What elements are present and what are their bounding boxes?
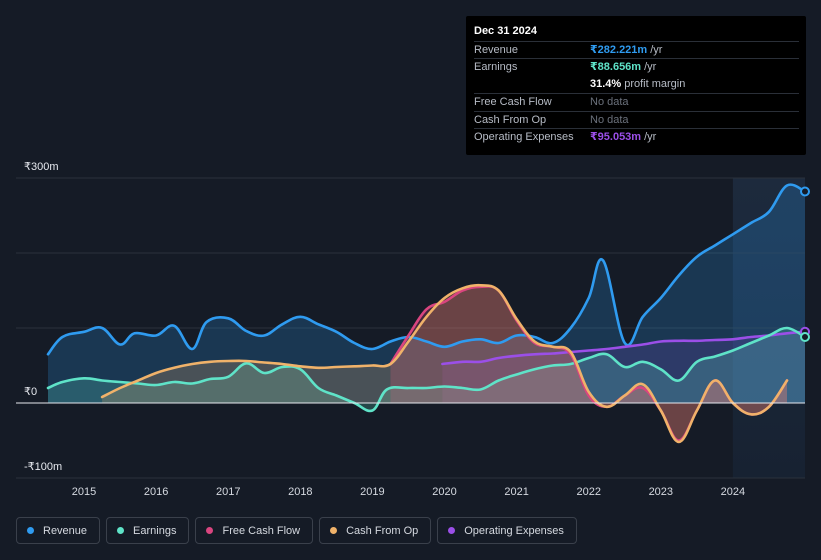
area-free-cash-flow bbox=[390, 286, 787, 441]
legend-item-earnings[interactable]: Earnings bbox=[106, 517, 190, 544]
line-operating-expenses bbox=[441, 330, 807, 366]
series-lines bbox=[46, 183, 807, 444]
tooltip-row-earnings: Earnings ₹88.656m /yr bbox=[474, 58, 799, 75]
tooltip-value: ₹282.221m bbox=[590, 44, 648, 56]
tooltip-value: No data bbox=[590, 113, 629, 126]
legend-item-revenue[interactable]: Revenue bbox=[16, 517, 101, 544]
y-tick-label-zero: ₹0 bbox=[24, 386, 37, 398]
tooltip-unit: profit margin bbox=[624, 77, 686, 90]
y-tick-label-bottom: -₹100m bbox=[24, 461, 62, 473]
legend-dot-icon bbox=[206, 527, 214, 534]
x-tick-label-2016: 2016 bbox=[144, 486, 168, 498]
x-tick-label-2020: 2020 bbox=[432, 486, 456, 498]
tooltip-row-operating-expenses: Operating Expenses ₹95.053m /yr bbox=[474, 127, 799, 145]
tooltip-row-cash-from-op: Cash From Op No data bbox=[474, 110, 799, 128]
series-endpoints bbox=[16, 186, 810, 404]
endpoint-revenue bbox=[800, 186, 810, 197]
legend-label: Cash From Op bbox=[346, 524, 419, 537]
tooltip-label: Operating Expenses bbox=[474, 130, 574, 143]
legend-item-free-cash-flow[interactable]: Free Cash Flow bbox=[195, 517, 314, 544]
tooltip-row-profit-margin: 31.4% profit margin bbox=[474, 76, 799, 93]
x-tick-label-2015: 2015 bbox=[72, 486, 96, 498]
x-tick-label-2023: 2023 bbox=[649, 486, 673, 498]
legend-dot-icon bbox=[27, 527, 34, 534]
legend-label: Operating Expenses bbox=[464, 524, 564, 537]
gridlines bbox=[16, 177, 805, 479]
tooltip-label: Free Cash Flow bbox=[474, 96, 552, 109]
tooltip-value: No data bbox=[590, 96, 629, 109]
legend-item-cash-from-op[interactable]: Cash From Op bbox=[319, 517, 432, 544]
legend-item-operating-expenses[interactable]: Operating Expenses bbox=[437, 517, 577, 544]
x-tick-label-2017: 2017 bbox=[216, 486, 240, 498]
x-tick-label-2022: 2022 bbox=[576, 486, 600, 498]
tooltip-panel: Dec 31 2024 Revenue ₹282.221m /yr Earnin… bbox=[466, 16, 806, 155]
legend-dot-icon bbox=[330, 527, 338, 534]
legend-label: Free Cash Flow bbox=[222, 524, 301, 537]
line-earnings bbox=[46, 326, 807, 413]
tooltip-unit: /yr bbox=[650, 44, 663, 56]
x-tick-label-2024: 2024 bbox=[721, 486, 745, 498]
tooltip-value: 31.4% bbox=[590, 77, 622, 90]
legend-label: Earnings bbox=[133, 524, 177, 537]
tooltip-unit: /yr bbox=[644, 130, 657, 143]
tooltip-label: Revenue bbox=[474, 44, 519, 56]
tooltip-date: Dec 31 2024 bbox=[474, 25, 537, 37]
legend-dot-icon bbox=[448, 527, 456, 534]
tooltip-row-free-cash-flow: Free Cash Flow No data bbox=[474, 93, 799, 110]
tooltip-value: ₹88.656m bbox=[590, 61, 642, 74]
legend: Revenue Earnings Free Cash Flow Cash Fro… bbox=[16, 517, 577, 544]
area-earnings bbox=[48, 327, 805, 411]
legend-label: Revenue bbox=[43, 524, 88, 537]
x-tick-label-2018: 2018 bbox=[288, 486, 312, 498]
line-revenue bbox=[46, 183, 807, 356]
line-cash-from-op bbox=[100, 283, 789, 444]
x-tick-label-2021: 2021 bbox=[504, 486, 528, 498]
legend-dot-icon bbox=[117, 527, 125, 534]
x-axis-ticks: 2015 2016 2017 2018 2019 2020 2021 2022 2023 2024 bbox=[72, 486, 745, 498]
x-tick-label-2019: 2019 bbox=[360, 486, 384, 498]
tooltip-row-revenue: Revenue ₹282.221m /yr bbox=[474, 41, 799, 58]
tooltip-label bbox=[474, 76, 590, 93]
y-tick-label-top: ₹300m bbox=[24, 161, 59, 173]
tooltip-value: ₹95.053m bbox=[590, 130, 642, 143]
tooltip-label: Cash From Op bbox=[474, 113, 547, 126]
tooltip-label: Earnings bbox=[474, 61, 518, 74]
tooltip-unit: /yr bbox=[644, 61, 657, 74]
endpoint-earnings bbox=[800, 332, 810, 342]
